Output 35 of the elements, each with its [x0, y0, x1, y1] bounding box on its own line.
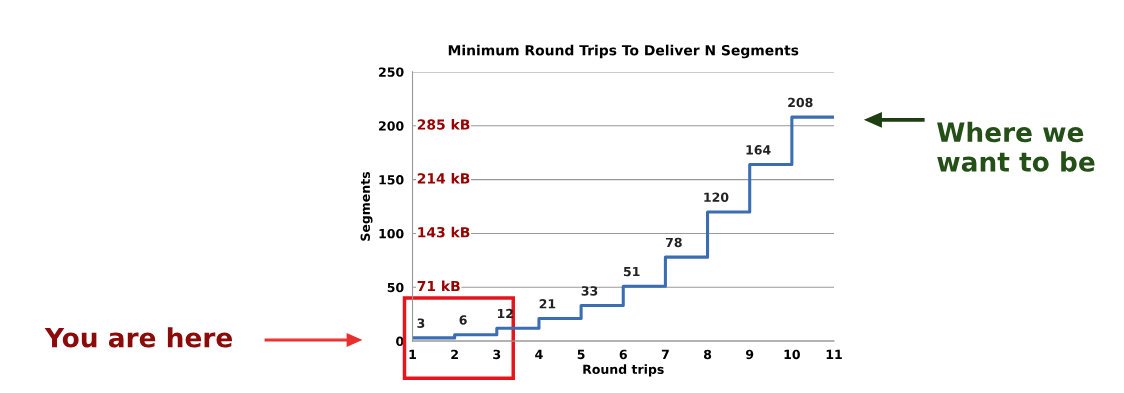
- annotation: 71 kB: [417, 280, 460, 292]
- x-tick-label: 8: [703, 349, 712, 360]
- y-tick-label: 250: [379, 67, 404, 77]
- data-label: 164: [746, 145, 771, 155]
- y-axis-title: Segments: [360, 171, 373, 241]
- data-label: 120: [704, 192, 729, 202]
- annotation: 285 kB: [417, 119, 470, 130]
- y-tick-label: 100: [379, 228, 404, 239]
- x-tick-label: 3: [493, 349, 501, 360]
- y-tick-label: 200: [379, 121, 404, 131]
- annotation: 214 kB: [417, 172, 470, 184]
- x-tick-label: 11: [826, 349, 842, 359]
- y-tick-label: 150: [379, 175, 404, 185]
- y-tick-label: 50: [387, 282, 404, 293]
- x-tick-label: 9: [746, 349, 754, 360]
- data-label: 21: [539, 299, 556, 309]
- y-tick-label: 0: [396, 336, 404, 347]
- data-label: 3: [417, 318, 425, 328]
- x-axis-title: Round trips: [583, 364, 664, 377]
- data-label: 51: [623, 266, 640, 277]
- text: Where we want to be: [937, 121, 1095, 172]
- data-label: 208: [788, 97, 813, 108]
- x-tick-label: 2: [451, 349, 458, 359]
- x-tick-label: 7: [661, 349, 669, 359]
- x-tick-label: 4: [535, 349, 543, 359]
- x-tick-label: 10: [784, 349, 800, 360]
- text: You are here: [44, 327, 232, 348]
- x-tick-label: 6: [619, 349, 627, 360]
- x-tick-label: 5: [577, 349, 585, 360]
- annotation: 143 kB: [418, 226, 470, 238]
- x-tick-label: 1: [409, 349, 416, 359]
- data-label: 78: [665, 237, 682, 248]
- chart-title: Minimum Round Trips To Deliver N Segments: [448, 44, 799, 59]
- data-label: 6: [459, 315, 467, 325]
- data-label: 33: [581, 286, 598, 296]
